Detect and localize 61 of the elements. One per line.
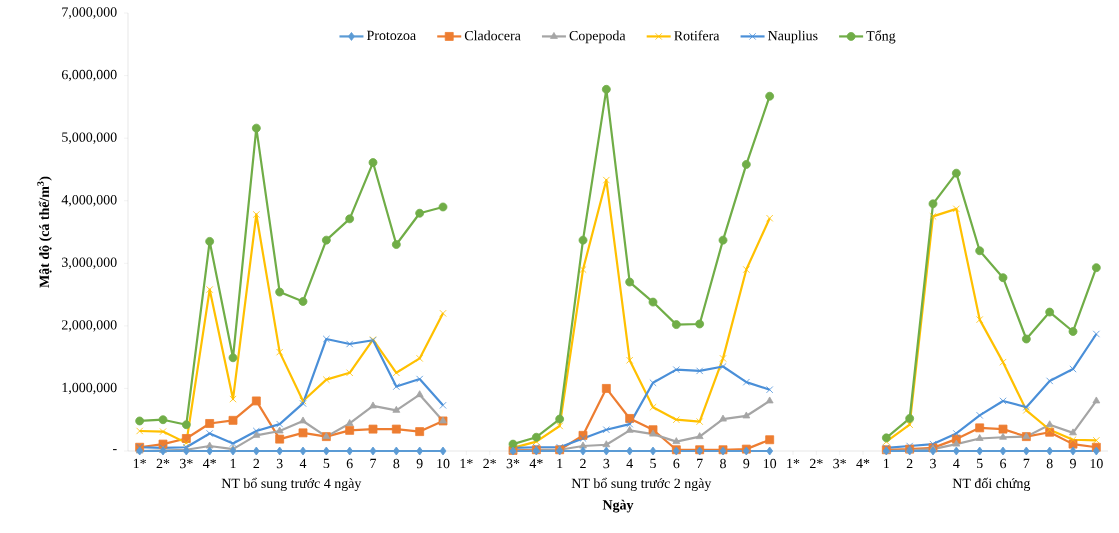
x-tick-label: 7 xyxy=(1023,458,1030,468)
x-tick-label: 1* xyxy=(133,458,146,469)
x-tick-label: 2* xyxy=(156,458,170,469)
x-tick-label: 5 xyxy=(650,458,656,469)
legend-label: Nauplius xyxy=(768,30,818,44)
x-axis-title: Ngày xyxy=(602,499,634,513)
y-axis-title: Mật độ (cá thể/m$^{3}$) xyxy=(37,176,52,288)
legend-label: Tổng xyxy=(866,30,896,44)
y-tick-label: 7,000,000 xyxy=(62,7,117,19)
y-tick-label: 6,000,000 xyxy=(61,69,117,82)
x-tick-label: 6 xyxy=(346,458,353,469)
x-tick-label: 4* xyxy=(856,458,870,469)
x-tick-label: 8 xyxy=(720,458,726,469)
x-tick-label: 6 xyxy=(673,458,680,469)
x-tick-label: 1* xyxy=(787,458,800,469)
y-tick-label: 2,000,000 xyxy=(61,320,117,332)
x-tick-label: 4* xyxy=(202,458,216,469)
legend-label: Protozoa xyxy=(366,30,416,41)
x-tick-label: 1 xyxy=(230,458,236,469)
x-tick-label: 2* xyxy=(809,458,823,469)
x-tick-label: 3 xyxy=(603,458,610,469)
x-tick-label: 2* xyxy=(483,458,496,469)
x-tick-label: 9 xyxy=(416,458,423,469)
x-tick-label: 7 xyxy=(697,458,703,468)
y-tick-label: 1,000,000 xyxy=(62,382,117,395)
x-tick-label: 4* xyxy=(529,458,543,469)
x-tick-label: 3* xyxy=(506,458,520,469)
x-tick-label: 8 xyxy=(1046,458,1053,469)
x-tick-label: 4 xyxy=(953,458,960,469)
x-tick-label: 10 xyxy=(1090,458,1103,469)
x-tick-label: 3* xyxy=(180,458,193,469)
x-tick-label: 10 xyxy=(763,458,777,469)
x-tick-label: 2 xyxy=(253,458,260,469)
x-tick-label: 6 xyxy=(1000,458,1007,469)
x-tick-label: 1* xyxy=(460,458,473,469)
x-tick-label: 5 xyxy=(977,458,983,469)
y-tick-label: - xyxy=(113,449,117,451)
x-tick-label: 9 xyxy=(743,458,750,469)
legend-label: Copepoda xyxy=(569,30,626,44)
x-tick-label: 3* xyxy=(833,458,846,469)
x-tick-label: 4 xyxy=(299,458,307,469)
x-tick-label: 10 xyxy=(437,458,450,469)
x-tick-label: 5 xyxy=(323,458,330,469)
y-tick-label: 3,000,000 xyxy=(62,257,117,269)
text: NT đối chứng xyxy=(952,477,1031,491)
x-tick-label: 1 xyxy=(557,458,563,469)
y-tick-label: 5,000,000 xyxy=(62,132,117,144)
y-tick-label: 4,000,000 xyxy=(61,195,117,207)
x-tick-label: 9 xyxy=(1069,458,1076,469)
legend-label: Rotifera xyxy=(674,30,720,41)
x-tick-label: 4 xyxy=(626,458,633,469)
text: NT bổ sung trước 4 ngày xyxy=(221,477,362,491)
x-tick-label: 7 xyxy=(370,458,377,468)
text: NT bổ sung trước 2 ngày xyxy=(571,477,712,491)
x-tick-label: 3 xyxy=(930,458,936,469)
x-tick-label: 1 xyxy=(884,458,889,469)
x-tick-label: 3 xyxy=(276,458,283,469)
x-tick-label: 2 xyxy=(580,458,586,469)
x-tick-label: 8 xyxy=(393,458,400,469)
x-tick-label: 2 xyxy=(906,458,913,469)
legend-label: Cladocera xyxy=(464,30,521,41)
